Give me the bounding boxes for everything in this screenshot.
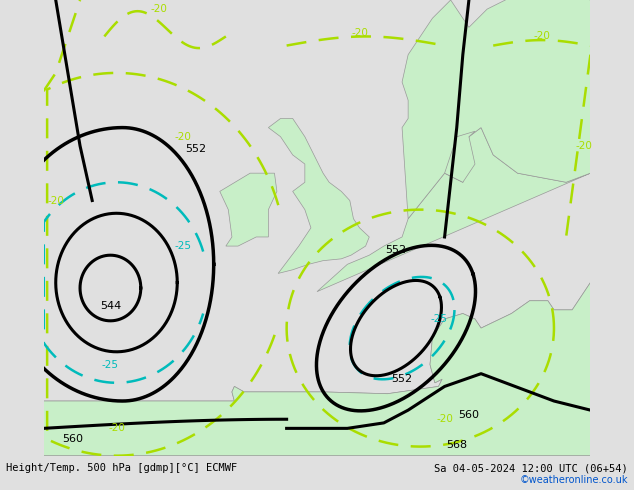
Text: -20: -20 [151,4,167,14]
Text: -25: -25 [175,241,192,251]
Text: -20: -20 [48,196,64,205]
Text: 552: 552 [385,245,406,255]
Polygon shape [402,0,590,219]
Text: 544: 544 [100,301,121,311]
Polygon shape [44,127,590,456]
Text: 560: 560 [61,434,83,444]
Text: Sa 04-05-2024 12:00 UTC (06+54): Sa 04-05-2024 12:00 UTC (06+54) [434,463,628,473]
Text: -20: -20 [108,423,125,433]
Polygon shape [268,119,369,273]
Polygon shape [220,173,277,246]
Text: ©weatheronline.co.uk: ©weatheronline.co.uk [519,475,628,485]
Polygon shape [44,283,590,456]
Text: Height/Temp. 500 hPa [gdmp][°C] ECMWF: Height/Temp. 500 hPa [gdmp][°C] ECMWF [6,463,238,473]
Polygon shape [444,131,475,182]
Text: 552: 552 [185,145,206,154]
Text: -25: -25 [430,314,447,324]
Text: -20: -20 [175,132,191,142]
Text: 552: 552 [392,374,413,384]
Text: 568: 568 [446,440,467,450]
Text: -20: -20 [351,28,368,38]
Text: -25: -25 [102,360,119,369]
Text: 560: 560 [458,410,479,420]
Text: -20: -20 [436,414,453,424]
Text: -20: -20 [576,141,593,151]
Text: -20: -20 [533,31,550,42]
